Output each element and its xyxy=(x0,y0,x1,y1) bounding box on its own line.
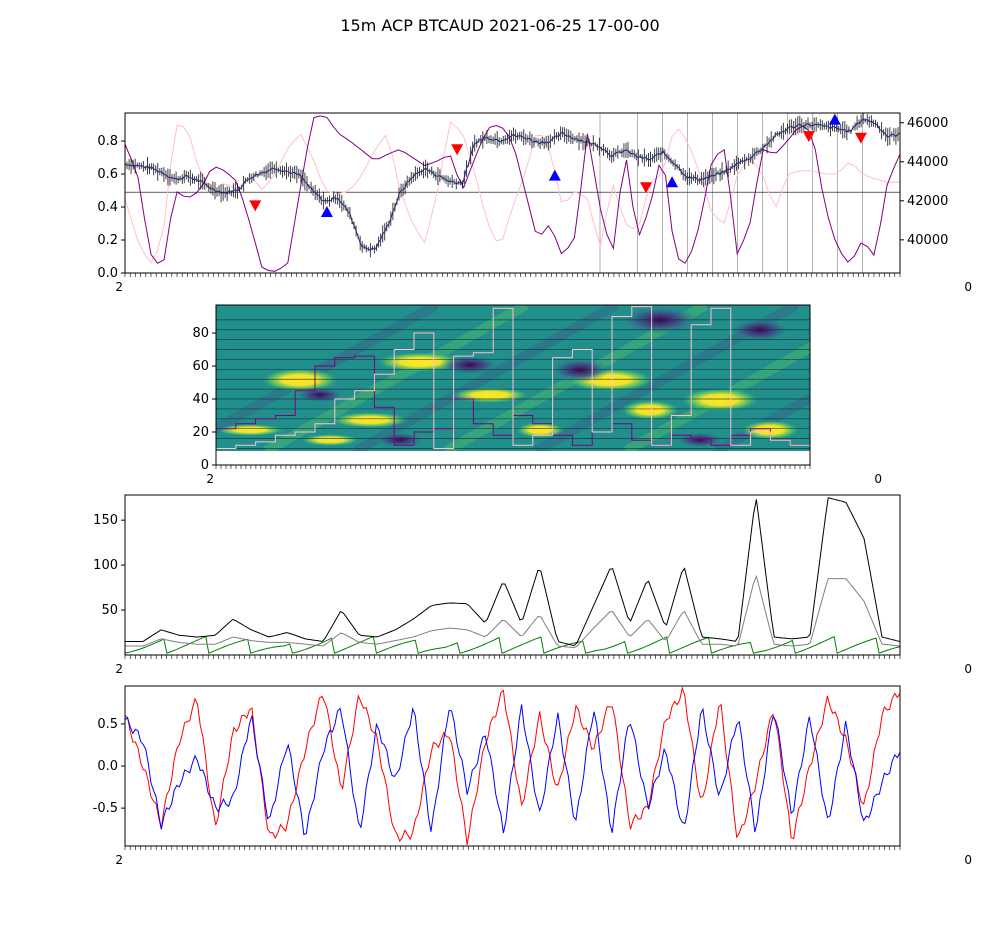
heatmap-hot-region xyxy=(300,434,360,446)
y-axis-label: -0.5 xyxy=(93,801,118,816)
sell-signal-marker xyxy=(249,200,262,212)
gray-series-line xyxy=(125,574,900,649)
y-axis-label: 20 xyxy=(192,425,209,440)
heatmap-hot-region xyxy=(216,424,285,436)
buy-signal-marker xyxy=(548,169,561,181)
y-axis-label: 0.5 xyxy=(97,717,118,732)
heatmap-area xyxy=(216,305,810,465)
plot-area xyxy=(125,113,900,273)
x-axis-ticks xyxy=(215,465,811,469)
y-axis-label: 0 xyxy=(201,458,209,473)
xtick-label-overflow-right: 0 xyxy=(874,472,882,486)
heatmap-hot-region xyxy=(680,388,760,412)
y-axis-left-label: 0.6 xyxy=(97,167,118,182)
heatmap-hot-region xyxy=(330,412,410,428)
price-line xyxy=(125,118,900,251)
y-axis-left-label: 0.4 xyxy=(97,200,118,215)
plot-frame xyxy=(124,685,901,847)
xtick-label-overflow-left: 2 xyxy=(115,662,123,676)
heatmap-cold-region xyxy=(675,432,725,448)
y-axis-left-label: 0.0 xyxy=(97,266,118,281)
figure-title: 15m ACP BTCAUD 2021-06-25 17-00-00 xyxy=(340,16,660,35)
blue-oscillator-line xyxy=(125,704,900,836)
plot-area xyxy=(125,686,900,845)
sell-signal-marker xyxy=(854,132,867,144)
y-axis-left-label: 0.8 xyxy=(97,134,118,149)
sell-signal-marker xyxy=(802,131,815,143)
plot-frame xyxy=(124,494,901,656)
x-axis-ticks xyxy=(124,655,901,659)
amplitude-panel: 50 100 150 2 0 xyxy=(93,494,972,676)
xtick-label-overflow-right: 0 xyxy=(964,853,972,867)
black-series-line xyxy=(125,497,900,647)
plot-area xyxy=(125,497,900,654)
red-oscillator-line xyxy=(125,686,900,845)
y-axis-label: 80 xyxy=(192,326,209,341)
y-axis-left-label: 0.2 xyxy=(97,233,118,248)
y-axis-label: 40 xyxy=(192,392,209,407)
light-step-line xyxy=(216,306,810,449)
y-axis-right-label: 44000 xyxy=(907,155,948,170)
y-axis-label: 150 xyxy=(93,513,118,528)
heatmap-cold-region xyxy=(550,358,610,382)
buy-signal-marker xyxy=(666,176,679,188)
buy-signal-marker xyxy=(828,113,841,125)
buy-signal-marker xyxy=(320,205,333,217)
y-axis-label: 60 xyxy=(192,359,209,374)
x-axis-ticks xyxy=(124,846,901,850)
sell-signal-marker xyxy=(640,182,653,194)
diagonal-band xyxy=(623,341,810,456)
purple-series-line xyxy=(125,115,900,272)
y-axis-right-label: 42000 xyxy=(907,194,948,209)
sell-signal-marker xyxy=(451,144,464,156)
heatmap-bottom-strip xyxy=(216,451,810,465)
plot-frame xyxy=(215,304,811,466)
xtick-label-overflow-left: 2 xyxy=(206,472,214,486)
heatmap-cold-region xyxy=(440,355,500,375)
price-panel: 0.0 0.2 0.4 0.6 0.8 40000 42000 44000 46000 2 0 xyxy=(97,112,972,294)
xtick-label-overflow-left: 2 xyxy=(115,280,123,294)
xtick-label-overflow-right: 0 xyxy=(964,662,972,676)
y-axis-right-label: 40000 xyxy=(907,233,948,248)
xtick-label-overflow-right: 0 xyxy=(964,280,972,294)
y-axis-label: 0.0 xyxy=(97,759,118,774)
x-axis-ticks xyxy=(124,273,901,277)
y-axis-label: 100 xyxy=(93,558,118,573)
heatmap-cold-region xyxy=(375,432,425,448)
heatmap-hot-region xyxy=(260,368,340,392)
oscillator-panel: 0.5 0.0 -0.5 2 0 xyxy=(93,685,972,867)
y-axis-label: 50 xyxy=(101,603,118,618)
green-sawtooth-line xyxy=(125,635,900,654)
plot-frame xyxy=(124,112,901,274)
heatmap-hot-region xyxy=(620,400,680,420)
y-axis-right-label: 46000 xyxy=(907,116,948,131)
xtick-label-overflow-left: 2 xyxy=(115,853,123,867)
